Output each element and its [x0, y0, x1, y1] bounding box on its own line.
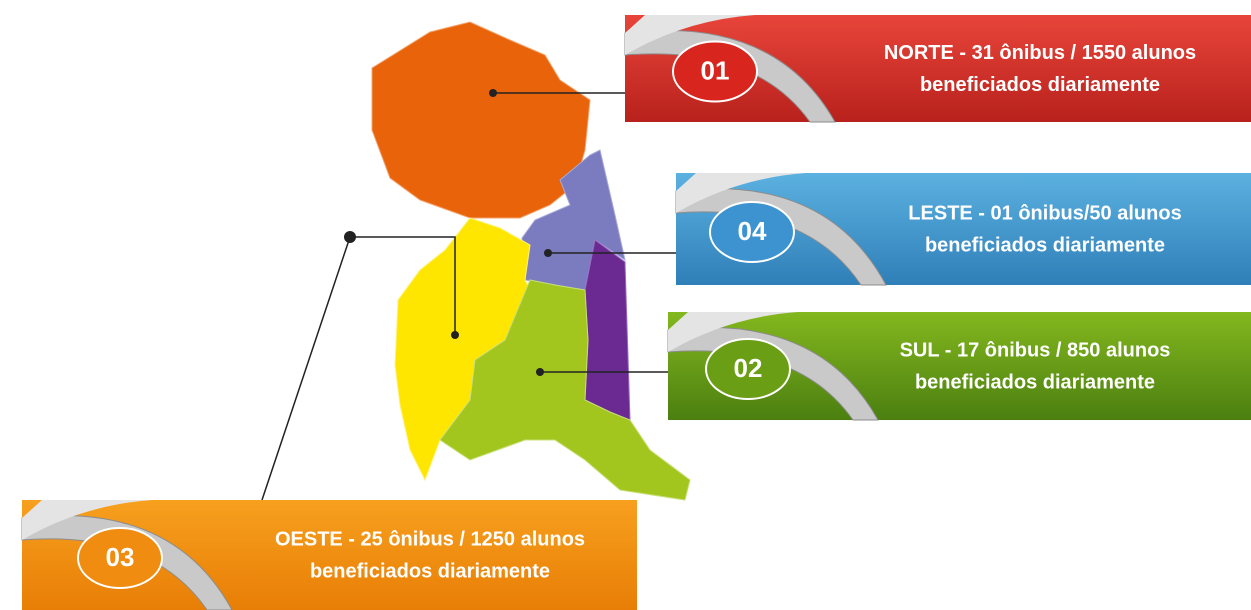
callout-line-1: LESTE - 01 ônibus/50 alunos: [908, 202, 1181, 224]
callout: 03 OESTE - 25 ônibus / 1250 alunos benefic…: [21, 500, 637, 610]
callout-line-2: beneficiados diariamente: [920, 74, 1160, 96]
badge: [672, 40, 758, 103]
callout: 01 NORTE - 31 ônibus / 1550 alunos benefic…: [624, 15, 1251, 123]
callout-line-2: beneficiados diariamente: [925, 234, 1165, 256]
panel-tab: [676, 173, 806, 213]
callout-line-1: OESTE - 25 ônibus / 1250 alunos: [275, 528, 585, 550]
connector-dots: [344, 89, 552, 376]
callout-line-1: SUL - 17 ônibus / 850 alunos: [900, 339, 1171, 361]
badge: [705, 338, 791, 400]
map: [371, 21, 691, 501]
badge-number: 01: [701, 55, 730, 85]
panel-tab: [625, 15, 755, 55]
callout: 02 SUL - 17 ônibus / 850 alunos beneficiad…: [667, 312, 1251, 421]
callout-line-2: beneficiados diariamente: [310, 560, 550, 582]
callout-line-2: beneficiados diariamente: [915, 371, 1155, 393]
callout-line-1: NORTE - 31 ônibus / 1550 alunos: [884, 42, 1196, 64]
badge-number: 02: [734, 353, 763, 383]
badge-number: 03: [106, 542, 135, 572]
badge: [77, 527, 163, 589]
badge: [709, 201, 795, 263]
panel-tab: [22, 500, 152, 540]
callout: 04 LESTE - 01 ônibus/50 alunos beneficiado…: [675, 173, 1251, 286]
badge-number: 04: [738, 216, 767, 246]
panel-tab: [668, 312, 798, 352]
